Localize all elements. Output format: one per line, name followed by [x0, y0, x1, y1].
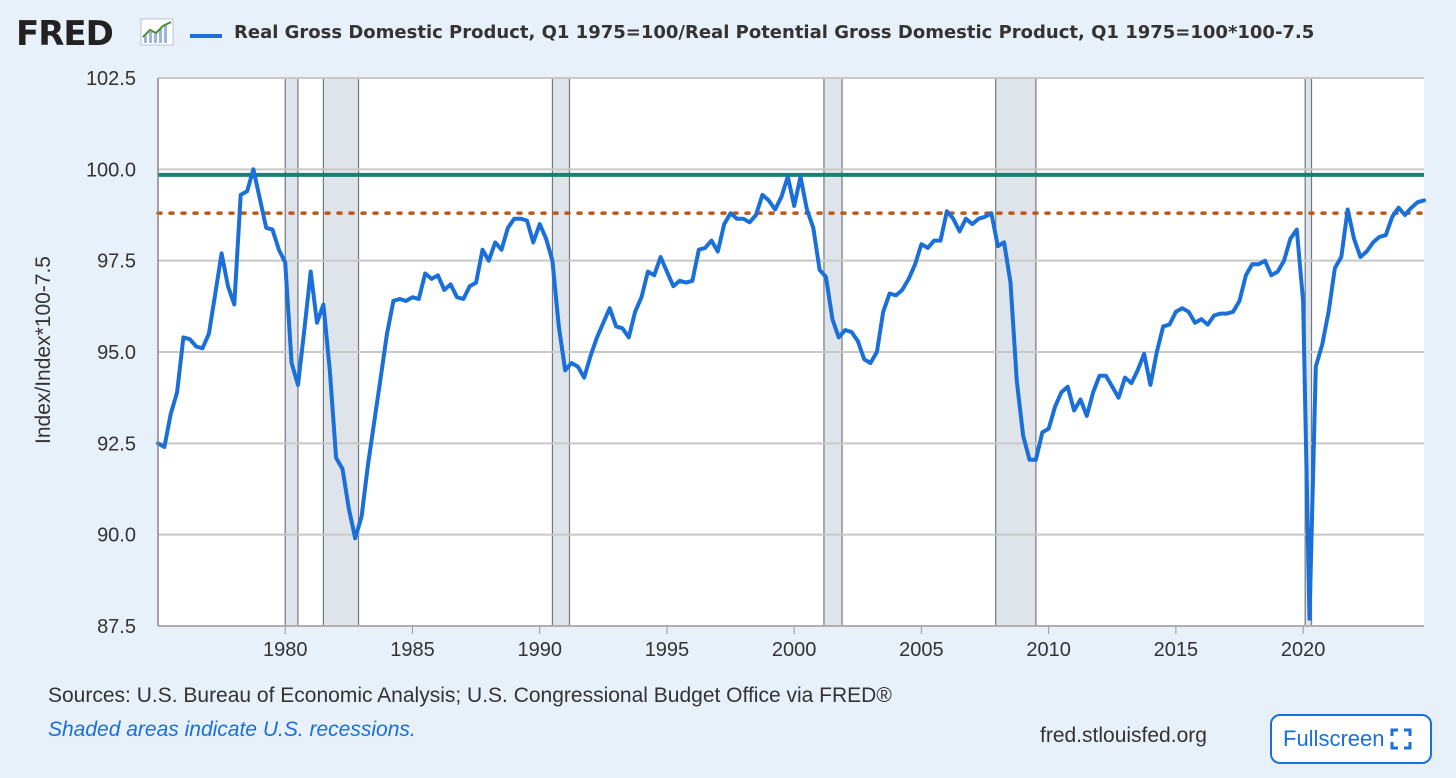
y-tick-label: 95.0 [97, 342, 136, 364]
x-tick-label: 2015 [1154, 639, 1199, 661]
y-tick-label: 90.0 [97, 525, 136, 547]
recession-note: Shaded areas indicate U.S. recessions. [48, 718, 416, 741]
y-tick-label: 92.5 [97, 433, 136, 455]
x-tick-label: 2000 [772, 639, 817, 661]
expand-icon [1390, 728, 1412, 750]
fred-logo[interactable]: FRED [16, 14, 114, 54]
legend-label[interactable]: Real Gross Domestic Product, Q1 1975=100… [234, 22, 1315, 43]
site-url[interactable]: fred.stlouisfed.org [1040, 724, 1207, 747]
x-tick-label: 1995 [645, 639, 690, 661]
fullscreen-button[interactable]: Fullscreen [1270, 714, 1432, 764]
chart-trend-icon [140, 18, 174, 46]
y-tick-label: 102.5 [86, 68, 136, 90]
fullscreen-label: Fullscreen [1283, 726, 1385, 751]
axes: 87.5 90.0 92.5 95.0 97.5 100.0 102.5 1980 1985 19… [86, 68, 1424, 661]
chart-header: FRED Real Gross Domestic Product, Q1 197… [0, 0, 1456, 70]
x-tick-label: 1990 [517, 639, 562, 661]
y-axis-label: Index/Index*100-7.5 [32, 256, 55, 444]
line-chart: 87.5 90.0 92.5 95.0 97.5 100.0 102.5 1980 1985 19… [86, 68, 1426, 661]
x-tick-label: 2020 [1281, 639, 1326, 661]
y-tick-label: 100.0 [86, 159, 136, 181]
x-tick-label: 2005 [899, 639, 944, 661]
x-tick-label: 1985 [390, 639, 435, 661]
reference-lines [156, 172, 1426, 215]
y-tick-label: 97.5 [97, 251, 136, 273]
series [156, 167, 1426, 621]
x-tick-label: 2010 [1026, 639, 1071, 661]
x-tick-label: 1980 [263, 639, 308, 661]
legend-swatch [190, 34, 222, 38]
series-line [156, 167, 1426, 621]
sources-text: Sources: U.S. Bureau of Economic Analysi… [48, 684, 892, 707]
y-tick-label: 87.5 [97, 616, 136, 638]
